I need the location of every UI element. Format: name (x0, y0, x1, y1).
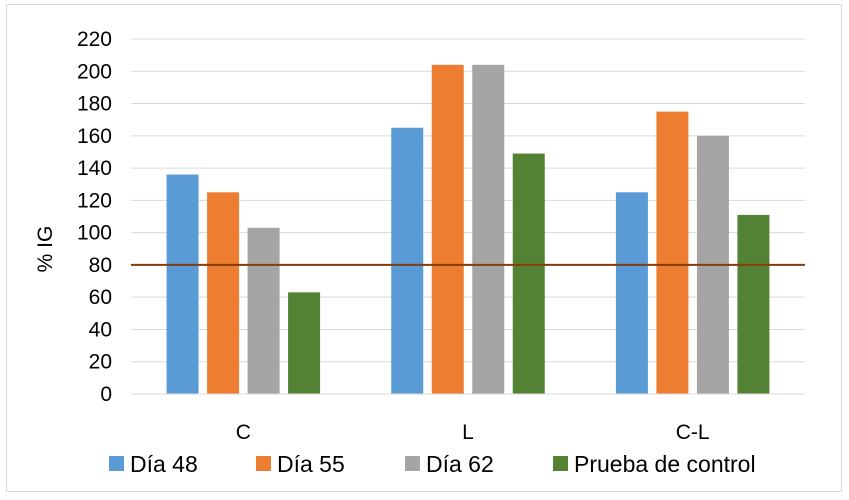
y-tick-label: 200 (77, 60, 112, 83)
y-tick-label: 120 (77, 189, 112, 212)
y-tick-label: 40 (89, 318, 112, 341)
bar (472, 64, 505, 395)
bar (737, 214, 770, 394)
bar (288, 292, 321, 394)
legend-label: Día 55 (277, 451, 345, 477)
legend-swatch (405, 456, 420, 471)
y-tick-label: 140 (77, 157, 112, 180)
gridlines (131, 38, 805, 363)
legend-swatch (256, 456, 271, 471)
legend-swatch (553, 456, 568, 471)
bar (512, 153, 545, 394)
bar (166, 174, 199, 394)
y-tick-label: 160 (77, 125, 112, 148)
bars (166, 64, 770, 395)
y-tick-label: 80 (89, 254, 112, 277)
bar (615, 192, 648, 394)
y-tick-label: 180 (77, 93, 112, 116)
y-tick-label: 60 (89, 286, 112, 309)
y-tick-label: 100 (77, 222, 112, 245)
y-tick-label: 220 (77, 28, 112, 51)
x-axis-ticks: C L C-L (236, 421, 710, 444)
x-tick-label: L (462, 421, 474, 444)
legend-label: Día 62 (426, 451, 494, 477)
y-axis-ticks: 0 20 40 60 80 100 120 140 160 180 200 220 (77, 28, 112, 406)
legend-label: Prueba de control (574, 451, 756, 477)
bar (391, 127, 424, 394)
y-tick-label: 0 (100, 383, 112, 406)
legend: Día 48 Día 55 Día 62 Prueba de control (109, 451, 756, 477)
y-tick-label: 20 (89, 351, 112, 374)
x-tick-label: C (236, 421, 251, 444)
bar (247, 227, 280, 394)
bar (656, 111, 689, 394)
bar (431, 64, 464, 395)
y-axis-label: % IG (34, 226, 57, 273)
legend-swatch (109, 456, 124, 471)
legend-label: Día 48 (130, 451, 198, 477)
x-tick-label: C-L (676, 421, 710, 444)
bar (207, 192, 240, 394)
